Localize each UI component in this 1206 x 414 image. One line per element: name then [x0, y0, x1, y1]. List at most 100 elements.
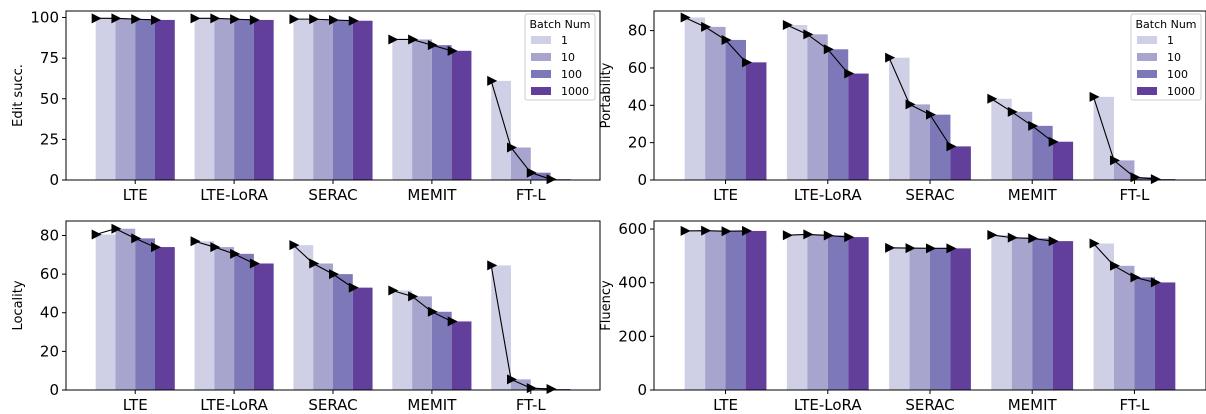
bar-MEMIT-1 — [392, 290, 413, 390]
bar-LTE-LoRA-1 — [194, 241, 215, 390]
marker-FT-L-1000 — [546, 384, 557, 395]
marker-SERAC-10 — [309, 14, 320, 25]
marker-MEMIT-1000 — [447, 316, 458, 327]
bar-SERAC-10 — [909, 248, 930, 390]
x-tick-label: LTE — [713, 186, 738, 204]
trend-line-MEMIT — [392, 290, 452, 322]
y-tick-label: 0 — [637, 171, 647, 189]
marker-LTE-10 — [701, 225, 712, 236]
marker-MEMIT-10 — [408, 34, 419, 45]
y-tick-label: 0 — [49, 381, 59, 399]
bar-SERAC-10 — [909, 104, 930, 180]
marker-LTE-1000 — [151, 242, 161, 253]
trend-line-LTE — [95, 228, 156, 248]
bar-LTE-LoRA-100 — [827, 49, 849, 180]
marker-MEMIT-10 — [1007, 232, 1018, 243]
bar-LTE-100 — [135, 19, 155, 180]
bar-MEMIT-1000 — [1052, 241, 1074, 390]
legend-label-10: 10 — [1167, 51, 1181, 64]
legend-box — [1130, 13, 1202, 101]
bar-LTE-1000 — [746, 62, 767, 180]
x-tick-label: LTE-LoRA — [200, 186, 268, 204]
marker-FT-L-1000 — [1150, 277, 1161, 288]
bar-LTE-1 — [95, 18, 116, 180]
marker-LTE-LoRA-10 — [803, 29, 814, 40]
marker-FT-L-10 — [1110, 260, 1120, 271]
marker-SERAC-10 — [309, 258, 320, 269]
marker-LTE-LoRA-1000 — [249, 258, 260, 269]
bar-LTE-LoRA-10 — [807, 34, 828, 180]
marker-LTE-LoRA-1 — [190, 236, 201, 247]
marker-SERAC-10 — [905, 99, 916, 110]
bar-SERAC-1000 — [950, 146, 971, 180]
bar-FT-L-1 — [1093, 96, 1114, 180]
bar-LTE-1 — [684, 230, 706, 390]
marker-LTE-10 — [701, 21, 712, 32]
bar-LTE-LoRA-1 — [194, 18, 215, 180]
marker-LTE-LoRA-100 — [230, 248, 241, 259]
x-tick-label: FT-L — [516, 396, 547, 414]
marker-SERAC-100 — [926, 109, 936, 120]
chart-panel-1: 0 25 50 75 100 LTE LTE-LoRA SERAC MEMIT FT-L Edit … — [11, 9, 601, 204]
legend-swatch-1000 — [531, 87, 551, 95]
marker-MEMIT-1 — [987, 229, 998, 240]
marker-SERAC-1 — [885, 52, 896, 63]
bar-SERAC-1 — [293, 19, 314, 180]
trend-line-FT-L — [1093, 96, 1155, 180]
marker-LTE-1000 — [742, 57, 752, 68]
marker-MEMIT-100 — [1028, 120, 1039, 131]
bar-SERAC-10 — [313, 19, 333, 180]
x-tick-label: MEMIT — [1008, 396, 1058, 414]
bar-LTE-10 — [705, 230, 726, 390]
x-tick-label: LTE — [123, 186, 148, 204]
marker-LTE-LoRA-1000 — [844, 68, 855, 79]
marker-FT-L-100 — [1130, 172, 1141, 183]
bar-SERAC-1 — [889, 57, 910, 180]
y-tick-label: 75 — [40, 49, 59, 67]
marker-SERAC-100 — [329, 269, 339, 280]
legend-swatch-100 — [1137, 70, 1157, 78]
y-tick-label: 0 — [49, 171, 59, 189]
trend-line-LTE-LoRA — [194, 240, 255, 264]
legend-label-10: 10 — [561, 51, 575, 64]
trend-line-FT-L — [490, 265, 551, 390]
x-tick-label: SERAC — [905, 396, 954, 414]
marker-LTE-LoRA-100 — [823, 44, 834, 55]
legend-swatch-1 — [1137, 36, 1157, 44]
bar-LTE-LoRA-1000 — [253, 19, 274, 180]
bar-SERAC-100 — [333, 19, 353, 180]
bar-MEMIT-100 — [1032, 238, 1053, 390]
marker-LTE-1 — [91, 229, 102, 240]
y-tick-label: 200 — [618, 327, 647, 345]
marker-LTE-LoRA-100 — [823, 230, 834, 241]
marker-LTE-LoRA-1 — [782, 230, 793, 241]
bar-LTE-100 — [135, 238, 155, 390]
legend-swatch-1000 — [1137, 87, 1157, 95]
marker-MEMIT-10 — [408, 291, 419, 302]
bar-LTE-1000 — [155, 247, 175, 390]
bar-SERAC-100 — [333, 274, 353, 390]
bar-FT-L-1000 — [1154, 282, 1176, 390]
bar-LTE-LoRA-1000 — [253, 263, 274, 390]
bar-MEMIT-1 — [392, 39, 413, 180]
bar-MEMIT-1000 — [1052, 141, 1074, 180]
bar-LTE-LoRA-100 — [827, 235, 849, 390]
bar-LTE-1000 — [746, 230, 767, 390]
legend: Batch Num 1 10 100 1000 — [1130, 13, 1202, 101]
y-tick-label: 60 — [40, 265, 59, 283]
marker-MEMIT-10 — [1007, 106, 1018, 117]
bar-LTE-1000 — [155, 19, 175, 180]
bar-MEMIT-100 — [431, 311, 452, 390]
y-tick-label: 60 — [628, 59, 647, 77]
x-tick-label: MEMIT — [407, 396, 457, 414]
marker-SERAC-1 — [289, 14, 300, 25]
marker-FT-L-10 — [507, 374, 517, 385]
marker-SERAC-10 — [905, 243, 916, 254]
y-tick-label: 100 — [30, 9, 59, 27]
bar-LTE-1 — [684, 17, 706, 180]
bar-LTE-LoRA-10 — [214, 18, 235, 180]
marker-MEMIT-1 — [987, 93, 998, 104]
legend-label-100: 100 — [561, 68, 582, 81]
marker-FT-L-100 — [526, 167, 537, 178]
legend-box — [524, 13, 596, 101]
